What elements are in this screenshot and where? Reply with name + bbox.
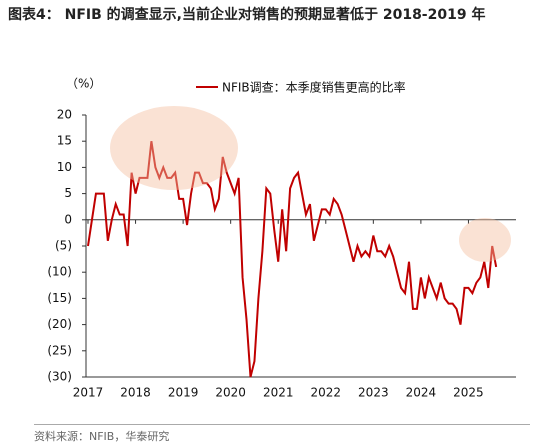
x-tick-label: 2021 — [263, 386, 294, 400]
y-tick-label: (5) — [55, 239, 72, 253]
highlight — [110, 106, 238, 190]
y-tick-label: (25) — [47, 343, 72, 357]
y-tick-label: (10) — [47, 265, 72, 279]
legend-label: NFIB调查：本季度销售更高的比率 — [222, 80, 406, 95]
x-tick-label: 2018 — [120, 386, 151, 400]
x-tick-label: 2017 — [73, 386, 104, 400]
y-tick-label: (30) — [47, 370, 72, 384]
chart: （%） 20 15 10 5 0 (5) (10) (15) (20) (25) (30)2017 2… — [47, 77, 516, 400]
y-tick-label: 20 — [57, 108, 72, 122]
divider — [34, 424, 530, 425]
x-tick-label: 2022 — [311, 386, 342, 400]
x-tick-label: 2025 — [453, 386, 484, 400]
source-note: 资料来源：NFIB，华泰研究 — [34, 430, 170, 443]
y-tick-label: (15) — [47, 291, 72, 305]
x-tick-label: 2020 — [215, 386, 246, 400]
x-tick-label: 2019 — [168, 386, 199, 400]
y-tick-label: 5 — [64, 186, 72, 200]
y-unit: （%） — [66, 77, 101, 91]
x-tick-label: 2023 — [358, 386, 389, 400]
highlight — [459, 218, 511, 262]
chart-title: 图表4： NFIB 的调查显示,当前企业对销售的预期显著低于 2018-2019… — [8, 7, 486, 23]
y-tick-label: (20) — [47, 317, 72, 331]
y-tick-label: 10 — [57, 160, 72, 174]
x-tick-label: 2024 — [406, 386, 437, 400]
y-tick-label: 0 — [64, 212, 72, 226]
series-line — [87, 141, 498, 378]
y-tick-label: 15 — [57, 134, 72, 148]
